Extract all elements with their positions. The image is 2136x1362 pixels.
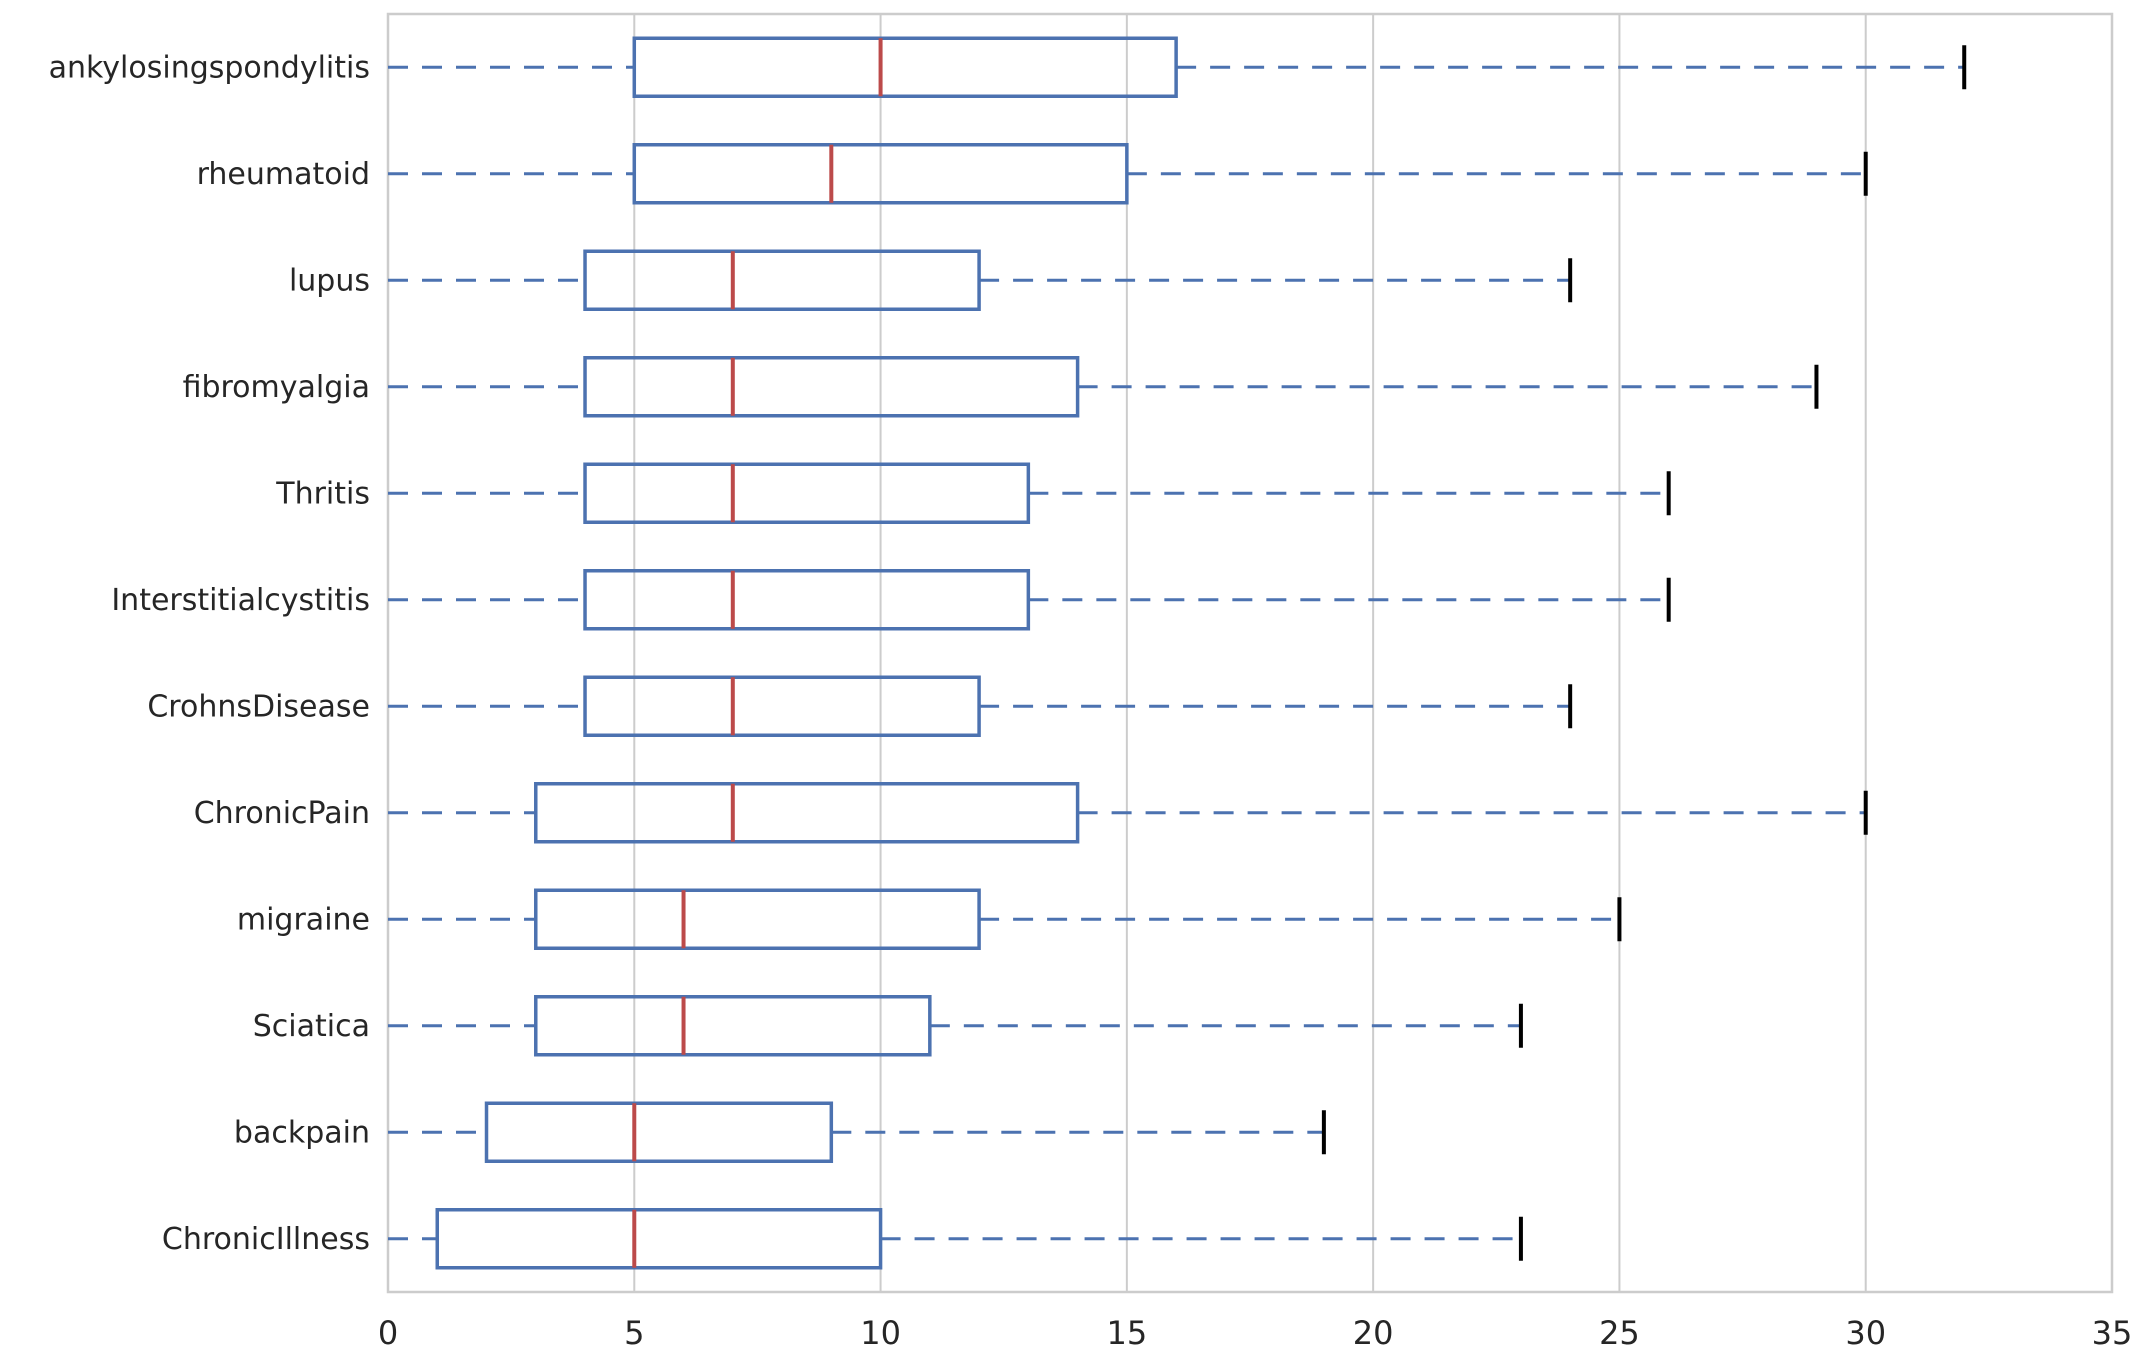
x-tick-label: 35 [2092,1314,2133,1352]
box-row [388,143,1868,205]
x-tick-label: 30 [1845,1314,1886,1352]
category-label: CrohnsDisease [147,689,370,724]
iqr-box [583,249,981,311]
plot-frame [386,12,2114,1294]
iqr-box [583,356,1080,418]
box-row [388,782,1868,844]
category-label: rheumatoid [197,157,370,192]
box-row [388,1208,1523,1270]
iqr-box [583,675,981,737]
x-tick-label: 0 [378,1314,398,1352]
plot-background [388,14,2112,1292]
iqr-box [534,782,1080,844]
iqr-box [583,462,1031,524]
iqr-box [435,1208,883,1270]
category-label: Interstitialcystitis [111,583,370,618]
category-label: lupus [289,263,370,298]
x-tick-label: 25 [1599,1314,1640,1352]
box-row [388,888,1622,950]
box-row [388,249,1573,311]
category-label: ChronicPain [194,796,370,831]
box-row [388,1101,1326,1163]
category-label: Thritis [275,476,370,511]
iqr-box [534,888,981,950]
category-label: backpain [234,1115,370,1150]
x-tick-label: 20 [1353,1314,1394,1352]
category-label: Sciatica [253,1009,370,1044]
box-row [388,462,1671,524]
box-row [388,356,1819,418]
x-tick-label: 10 [860,1314,901,1352]
iqr-box [534,995,932,1057]
x-tick-label: 15 [1106,1314,1147,1352]
iqr-box [484,1101,834,1163]
x-tick-label: 5 [624,1314,644,1352]
category-label: ChronicIllness [162,1222,370,1257]
category-label: ankylosingspondylitis [49,50,370,85]
iqr-box [632,143,1129,205]
iqr-box [583,569,1031,631]
box-row [388,995,1523,1057]
box-row [388,569,1671,631]
category-label: migraine [237,902,370,937]
iqr-box [632,36,1178,98]
box-row [388,675,1573,737]
category-label: fibromyalgia [183,370,370,405]
box-row [388,36,1967,98]
